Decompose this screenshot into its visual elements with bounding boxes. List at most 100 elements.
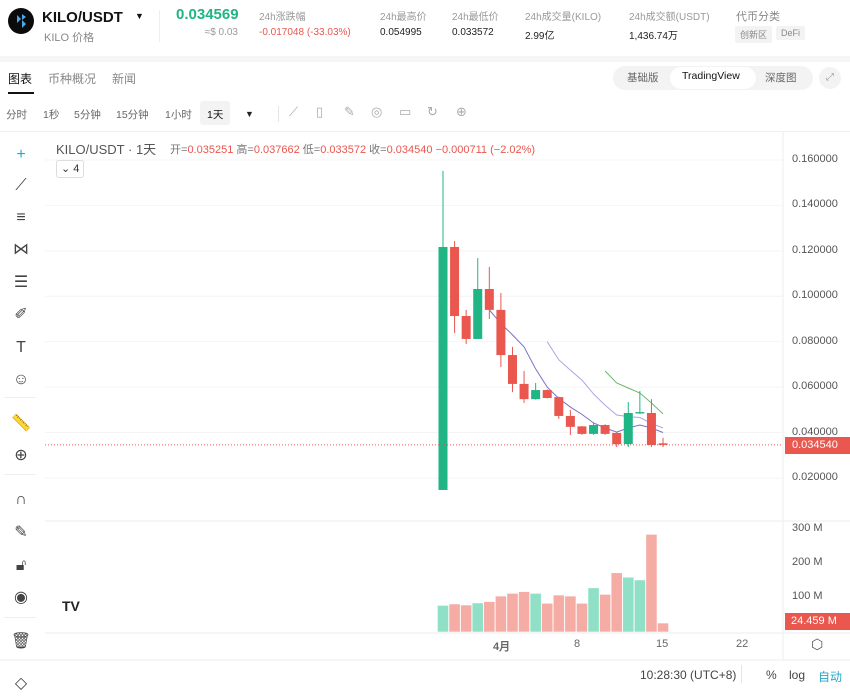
interval-5m[interactable]: 5分钟 <box>74 109 101 121</box>
fib-icon[interactable]: ☰ <box>13 274 29 291</box>
tab-overview[interactable]: 币种概况 <box>48 72 97 86</box>
volume-bar <box>622 577 634 632</box>
price-tick-label: 0.120000 <box>792 243 838 256</box>
time-tick-label: 15 <box>656 638 669 650</box>
low-label: 低= <box>302 144 321 156</box>
candle-body <box>635 412 645 414</box>
log-toggle[interactable]: log <box>789 668 806 682</box>
price-tick-label: 0.080000 <box>792 334 838 347</box>
tag-innovation[interactable]: 创新区 <box>735 26 773 43</box>
open-value: 0.035251 <box>187 144 234 156</box>
tab-news[interactable]: 新闻 <box>112 72 137 86</box>
indicators-icon[interactable]: ⟋ <box>289 104 299 119</box>
view-tradingview[interactable]: TradingView <box>682 70 740 82</box>
volume-bar <box>588 588 599 632</box>
stat-value-change: -0.017048 (-33.03%) <box>259 27 351 38</box>
settings-icon[interactable]: ⬡ <box>811 636 824 652</box>
candle-body <box>600 425 610 434</box>
candle-style-icon[interactable]: ▯ <box>316 104 324 119</box>
volume-bar <box>518 591 530 632</box>
price-tick-label: 0.020000 <box>792 470 838 483</box>
price-tick-label: 0.160000 <box>792 153 838 165</box>
indicator-toggle[interactable]: ⌄ 4 <box>56 160 84 178</box>
volume-bar <box>657 623 669 632</box>
stat-label-change: 24h涨跌幅 <box>259 12 306 23</box>
stat-value-low: 0.033572 <box>452 27 494 38</box>
time-tick-label: 4月 <box>493 641 511 653</box>
brush-icon[interactable]: ✐ <box>14 306 28 323</box>
magnet-icon[interactable]: ∩ <box>15 491 27 508</box>
lock-drawing-icon[interactable]: ✎ <box>14 524 28 541</box>
volume-bar <box>484 601 495 632</box>
tab-chart[interactable]: 图表 <box>8 72 33 86</box>
candle-body <box>577 426 587 434</box>
unlock-icon[interactable]: 🔓︎ <box>15 557 27 574</box>
emoji-icon[interactable]: ☺ <box>12 371 30 388</box>
interval-line[interactable]: 分时 <box>6 109 27 121</box>
candle-body <box>589 425 599 434</box>
layers-icon[interactable]: ◇ <box>14 675 28 692</box>
last-price-label: 0.034540 <box>785 436 850 454</box>
moving-average-line <box>488 309 664 433</box>
reset-icon[interactable]: ↻ <box>427 104 438 119</box>
close-value: 0.034540 <box>386 144 433 156</box>
last-price: 0.034569 <box>176 6 239 23</box>
candle-body <box>473 288 483 339</box>
active-tab-indicator <box>8 92 34 94</box>
trend-line-icon[interactable]: ⟋ <box>15 177 27 194</box>
candle-body <box>612 432 622 445</box>
auto-toggle[interactable]: 自动 <box>818 670 843 684</box>
stat-label-turnover: 24h成交额(USDT) <box>629 12 710 23</box>
price-usd: ≈$ 0.03 <box>204 27 238 38</box>
stat-value-high: 0.054995 <box>380 27 422 38</box>
volume-bar <box>599 594 611 632</box>
view-depth[interactable]: 深度图 <box>765 72 797 84</box>
volume-bar <box>472 603 484 632</box>
interval-1d[interactable]: 1天 <box>207 109 224 121</box>
candle-body <box>658 443 668 445</box>
zoom-in-icon[interactable]: ⊕ <box>14 447 28 464</box>
pair-subtitle: KILO 价格 <box>44 32 95 44</box>
pair-name[interactable]: KILO/USDT <box>42 9 123 26</box>
percent-toggle[interactable]: % <box>766 668 777 682</box>
pattern-icon[interactable]: ⋈ <box>13 241 29 258</box>
open-label: 开= <box>170 144 188 156</box>
divider <box>159 10 160 42</box>
add-icon[interactable]: ⊕ <box>456 104 467 119</box>
interval-dropdown-icon[interactable]: ▼ <box>245 109 254 119</box>
price-tick-label: 0.060000 <box>792 380 838 393</box>
volume-bar <box>449 604 460 632</box>
high-value: 0.037662 <box>253 144 300 156</box>
volume-bar <box>495 596 507 632</box>
divider <box>4 397 36 398</box>
interval-15m[interactable]: 15分钟 <box>116 109 149 121</box>
candle-body <box>565 415 575 427</box>
crosshair-icon[interactable]: + <box>16 146 26 163</box>
text-icon[interactable]: T <box>16 339 26 356</box>
parallel-lines-icon[interactable]: ≡ <box>16 209 26 226</box>
candle-body <box>646 412 656 446</box>
candle-body <box>519 383 529 400</box>
ruler-icon[interactable]: 📏 <box>11 415 31 432</box>
view-basic[interactable]: 基础版 <box>627 72 659 84</box>
screenshot-icon[interactable]: ◎ <box>371 104 383 119</box>
price-tick-label: 0.100000 <box>792 289 838 302</box>
hide-icon[interactable]: ◉ <box>14 589 28 606</box>
moving-average-line <box>604 370 664 415</box>
interval-1h[interactable]: 1小时 <box>165 109 192 121</box>
stat-label-volume: 24h成交量(KILO) <box>525 12 602 23</box>
trash-icon[interactable]: 🗑︎ <box>10 633 32 650</box>
tag-defi[interactable]: DeFi <box>776 26 806 40</box>
divider <box>4 617 36 618</box>
fullscreen-icon[interactable]: ⤢ <box>819 67 841 89</box>
candle-body <box>531 390 541 400</box>
chart-legend-title: KILO/USDT · 1天 <box>56 142 157 157</box>
pair-dropdown-icon[interactable]: ▼ <box>135 11 144 21</box>
draw-pencil-icon[interactable]: ✎ <box>344 104 355 119</box>
interval-1s[interactable]: 1秒 <box>43 109 60 121</box>
candle-body <box>507 355 517 384</box>
candle-body <box>484 288 494 310</box>
ticker-header: KILO/USDT ▼ KILO 价格 0.034569 ≈$ 0.03 24h… <box>0 0 850 56</box>
calendar-icon[interactable]: ▭ <box>399 104 412 119</box>
